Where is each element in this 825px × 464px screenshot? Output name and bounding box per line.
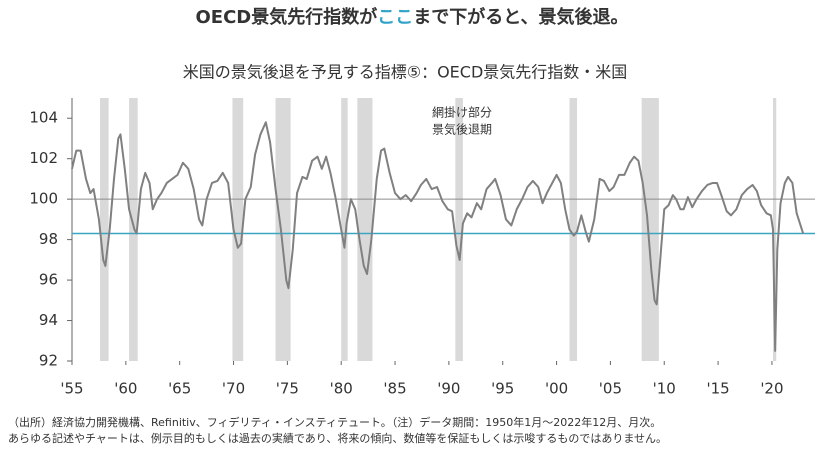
recession-shade [455,98,463,361]
x-tick-label: '05 [599,380,622,398]
recession-shade [357,98,373,361]
annotation: 網掛け部分 [432,105,492,120]
annotation: 景気後退期 [432,122,492,137]
footnote: （出所）経済協力開発機構、Refinitiv、フィデリティ・インスティテュート。… [8,415,661,429]
x-tick-label: '80 [330,380,353,398]
x-tick-label: '95 [491,380,514,398]
x-tick-label: '10 [653,380,676,398]
x-tick-label: '90 [437,380,460,398]
chart-subtitle: 米国の景気後退を予見する指標⑤：OECD景気先行指数・米国 [183,63,628,82]
footnote: あらゆる記述やチャートは、例示目的もしくは過去の実績であり、将来の傾向、数値等を… [8,431,667,445]
x-tick-label: '20 [760,380,783,398]
plot-area: 92 94 96 98 100 102 104 '55 '60 '65 '70 '75 '80 '85 '9… [29,98,815,398]
x-tick-label: '60 [114,380,137,398]
chart-title: OECD景気先行指数がここまで下がると、景気後退。 [195,6,628,28]
x-tick-label: '55 [60,380,83,398]
data-line [71,121,805,352]
x-tick-label: '15 [706,380,729,398]
y-tick-label: 100 [29,190,58,208]
y-tick-label: 96 [39,271,58,289]
y-tick-label: 98 [39,230,58,248]
y-tick-label: 102 [29,149,58,167]
recession-shade [773,98,777,361]
recession-shade [341,98,348,361]
recession-shade [129,98,138,361]
x-tick-label: '00 [545,380,568,398]
x-tick-label: '75 [276,380,299,398]
y-tick-label: 104 [29,109,58,127]
y-tick-label: 92 [39,352,58,370]
recession-shade [99,98,109,361]
x-tick-label: '65 [168,380,191,398]
title-part: ここ [377,7,413,28]
recession-shade [641,98,659,361]
recession-shade [569,98,578,361]
x-tick-label: '85 [383,380,406,398]
x-tick-label: '70 [222,380,245,398]
title-part: まで下がると、景気後退。 [413,6,628,28]
recession-shade [232,98,244,361]
title-part: OECD景気先行指数が [195,6,377,28]
y-tick-label: 94 [39,311,58,329]
recession-shade [275,98,291,361]
